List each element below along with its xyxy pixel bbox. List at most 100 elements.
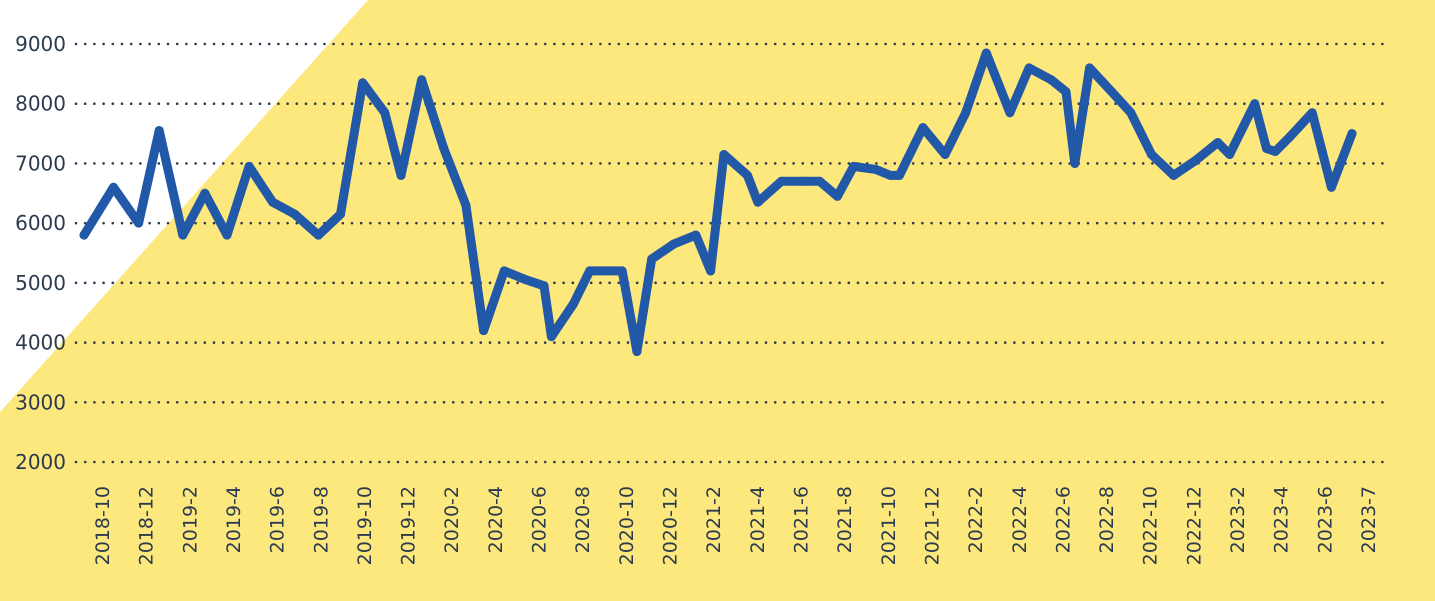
data-point	[358, 78, 368, 88]
data-point	[849, 161, 859, 171]
x-tick-label: 2021-4	[747, 486, 769, 553]
x-tick-label: 2021-6	[791, 486, 813, 553]
data-point	[886, 170, 895, 180]
x-tick-label: 2022-8	[1096, 486, 1118, 553]
x-tick-label: 2021-8	[834, 486, 856, 553]
data-point	[585, 266, 595, 276]
data-point	[669, 239, 679, 249]
x-tick-label: 2019-6	[267, 486, 289, 553]
y-tick-label: 2000	[15, 450, 66, 474]
data-point	[743, 170, 752, 180]
x-tick-label: 2019-12	[398, 486, 420, 565]
data-point	[569, 299, 578, 309]
data-point	[981, 48, 991, 58]
data-point	[797, 176, 807, 186]
x-tick-label: 2018-12	[136, 486, 158, 565]
data-point	[832, 191, 842, 201]
x-tick-label: 2023-2	[1227, 486, 1249, 553]
data-point	[380, 108, 390, 118]
data-point	[521, 275, 531, 285]
x-tick-label: 2020-6	[529, 486, 551, 553]
data-point	[336, 209, 345, 219]
x-tick-label: 2023-6	[1314, 486, 1336, 553]
data-point	[178, 230, 188, 240]
x-tick-label: 2022-2	[965, 486, 987, 553]
y-tick-label: 4000	[15, 331, 66, 355]
x-tick-label: 2020-2	[441, 486, 463, 553]
data-point	[1070, 158, 1080, 168]
data-point	[539, 281, 549, 291]
x-tick-label: 2019-4	[223, 486, 245, 553]
data-point	[290, 209, 300, 219]
data-point	[691, 230, 701, 240]
data-point	[776, 176, 786, 186]
data-point	[1169, 170, 1179, 180]
x-tick-label: 2023-4	[1271, 486, 1293, 553]
data-point	[940, 150, 950, 159]
x-tick-label: 2018-10	[92, 486, 114, 565]
data-point	[632, 347, 642, 356]
data-point	[1213, 138, 1223, 147]
data-point	[461, 200, 471, 210]
data-point	[109, 182, 118, 192]
y-tick-label: 9000	[15, 32, 66, 56]
data-point	[1307, 108, 1317, 118]
x-tick-label: 2021-2	[703, 486, 725, 553]
data-point	[647, 254, 657, 264]
data-point	[1046, 75, 1056, 85]
data-point	[1326, 182, 1336, 192]
data-point	[313, 230, 323, 240]
data-point	[1107, 87, 1117, 97]
x-tick-label: 2021-10	[878, 486, 900, 565]
data-point	[815, 176, 825, 186]
y-tick-label: 7000	[15, 151, 66, 175]
x-tick-label: 2020-4	[485, 486, 507, 553]
x-tick-label: 2019-2	[179, 486, 201, 553]
data-point	[894, 170, 904, 180]
data-point	[1225, 150, 1235, 159]
x-tick-label: 2020-8	[572, 486, 594, 553]
data-point	[479, 326, 489, 336]
data-point	[134, 218, 144, 228]
data-point	[753, 197, 763, 207]
data-point	[1005, 108, 1015, 118]
data-point	[1191, 155, 1201, 165]
data-point	[417, 75, 427, 85]
data-point	[79, 230, 89, 240]
data-point	[602, 266, 612, 276]
data-point	[1126, 108, 1136, 118]
data-point	[871, 164, 881, 174]
y-tick-label: 6000	[15, 211, 66, 235]
data-point	[499, 266, 509, 276]
y-tick-label: 5000	[15, 271, 66, 295]
data-point	[1262, 144, 1271, 153]
data-point	[154, 126, 164, 136]
x-tick-label: 2022-10	[1140, 486, 1162, 565]
x-tick-label: 2022-12	[1183, 486, 1205, 565]
data-point	[546, 332, 556, 342]
data-point	[439, 144, 449, 153]
x-tick-label: 2020-12	[660, 486, 682, 565]
data-point	[719, 150, 729, 159]
x-tick-label: 2020-10	[616, 486, 638, 565]
data-point	[1347, 129, 1357, 139]
x-tick-label: 2022-4	[1009, 486, 1031, 553]
data-point	[396, 170, 406, 180]
data-point	[1061, 87, 1071, 97]
data-point	[268, 197, 278, 207]
data-point	[1147, 150, 1156, 159]
x-tick-label: 2019-8	[310, 486, 332, 553]
data-point	[222, 230, 232, 240]
data-point	[1285, 132, 1295, 142]
y-axis: 2000 3000 4000 5000 6000 7000 8000 9000	[15, 32, 66, 474]
data-point	[1085, 63, 1095, 73]
data-point	[244, 161, 254, 171]
x-axis: 2018-10 2018-12 2019-2 2019-4 2019-6 2019-8 20…	[92, 486, 1380, 565]
data-point	[1270, 147, 1280, 156]
x-tick-label: 2019-10	[354, 486, 376, 565]
data-point	[617, 266, 627, 276]
x-tick-label: 2021-12	[921, 486, 943, 565]
data-point	[961, 108, 971, 118]
